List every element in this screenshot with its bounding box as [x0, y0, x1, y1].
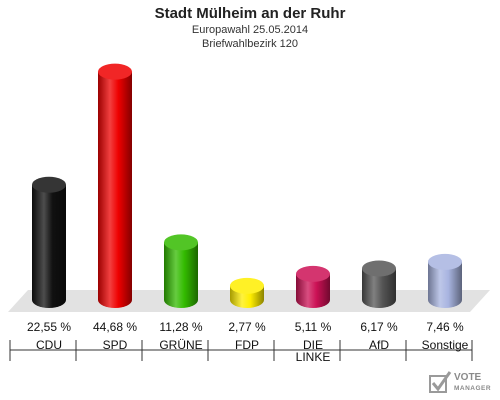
- bar-sonstige: [428, 253, 462, 308]
- logo-word-manager: MANAGER: [454, 385, 492, 392]
- chart-title: Stadt Mülheim an der Ruhr: [154, 5, 346, 22]
- bar-grüne: [164, 234, 198, 308]
- value-label-grüne: 11,28 %: [159, 320, 202, 334]
- bar-cap-grüne: [164, 234, 198, 251]
- value-label-fdp: 2,77 %: [228, 320, 266, 334]
- logo-word-vote: VOTE: [454, 372, 482, 383]
- category-axis: CDU SPD GRÜNE FDP DIE LINKE AfD Sonstige: [9, 338, 473, 364]
- category-label-afd: AfD: [369, 338, 389, 352]
- bar-spd: [98, 63, 132, 308]
- bar-body-spd: [98, 71, 132, 308]
- bar-body-die-linke: [296, 273, 330, 308]
- vote-manager-logo: VOTE MANAGER: [428, 370, 498, 398]
- value-label-sonstige: 7,46 %: [426, 320, 464, 334]
- value-labels: 22,55 % 44,68 % 11,28 % 2,77 % 5,11 % 6,17 % 7…: [27, 320, 464, 334]
- category-label-fdp: FDP: [235, 338, 259, 352]
- category-label-sonstige: Sonstige: [422, 338, 469, 352]
- bar-cap-afd: [362, 260, 396, 277]
- bar-cap-cdu: [32, 176, 66, 193]
- bar-afd: [362, 260, 396, 308]
- bar-cap-sonstige: [428, 253, 462, 270]
- bar-cdu: [32, 176, 66, 308]
- bar-body-afd: [362, 268, 396, 308]
- category-label-spd: SPD: [103, 338, 128, 352]
- category-label-die-linke: DIE LINKE: [296, 338, 331, 364]
- bar-body-grüne: [164, 242, 198, 308]
- bar-cap-spd: [98, 63, 132, 80]
- bar-die-linke: [296, 265, 330, 308]
- chart-subtitle-election: Europawahl 25.05.2014: [191, 24, 309, 36]
- bars: [32, 63, 462, 308]
- value-label-spd: 44,68 %: [93, 320, 137, 334]
- logo-text: VOTE MANAGER: [454, 372, 491, 394]
- chart-subtitle-district: Briefwahlbezirk 120: [202, 38, 298, 50]
- value-label-afd: 6,17 %: [360, 320, 398, 334]
- bar-body-cdu: [32, 184, 66, 308]
- category-label-grüne: GRÜNE: [159, 338, 202, 352]
- value-label-cdu: 22,55 %: [27, 320, 71, 334]
- chart-header: Stadt Mülheim an der Ruhr Europawahl 25.…: [0, 0, 500, 51]
- bar-body-sonstige: [428, 261, 462, 308]
- bar-fdp: [230, 277, 264, 308]
- bar-cap-fdp: [230, 277, 264, 294]
- bar-cap-die-linke: [296, 265, 330, 282]
- category-label-cdu: CDU: [36, 338, 62, 352]
- value-label-die-linke: 5,11 %: [295, 320, 332, 334]
- checkmark-icon: [429, 371, 452, 393]
